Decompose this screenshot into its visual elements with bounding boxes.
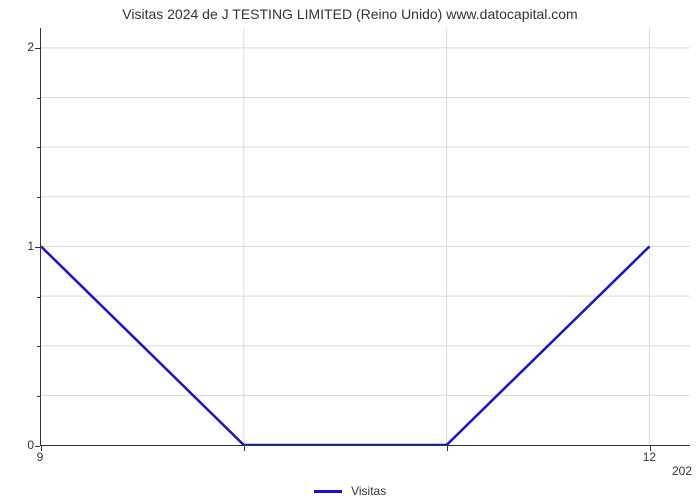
- y-minor-tick-mark: [37, 147, 40, 148]
- legend-swatch: [314, 490, 342, 493]
- plot-area: [40, 28, 690, 446]
- y-minor-tick-mark: [37, 297, 40, 298]
- y-minor-tick-mark: [37, 346, 40, 347]
- y-tick-mark: [35, 446, 40, 447]
- y-tick-mark: [35, 247, 40, 248]
- chart-title: Visitas 2024 de J TESTING LIMITED (Reino…: [0, 6, 700, 22]
- y-tick-label: 0: [14, 438, 34, 452]
- legend: Visitas: [0, 483, 700, 498]
- x-tick-label: 12: [643, 450, 656, 464]
- legend-label: Visitas: [351, 484, 386, 498]
- x-minor-tick: [447, 446, 448, 451]
- line-series: [41, 28, 690, 445]
- x-tick-label: 9: [37, 450, 44, 464]
- x-secondary-label: 202: [672, 464, 692, 478]
- y-minor-tick-mark: [37, 396, 40, 397]
- y-minor-tick-mark: [37, 98, 40, 99]
- y-tick-label: 2: [14, 40, 34, 54]
- x-minor-tick: [244, 446, 245, 451]
- y-tick-mark: [35, 48, 40, 49]
- y-tick-label: 1: [14, 239, 34, 253]
- chart-container: Visitas 2024 de J TESTING LIMITED (Reino…: [0, 0, 700, 500]
- y-minor-tick-mark: [37, 197, 40, 198]
